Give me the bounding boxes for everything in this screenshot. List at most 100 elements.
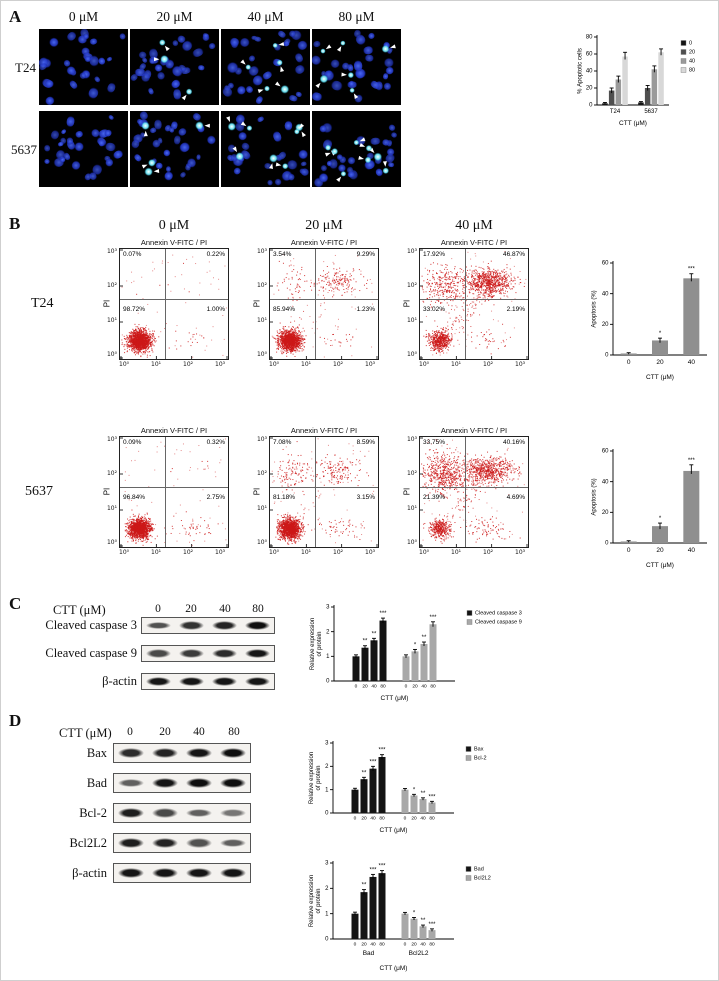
panel-b-row-label-5637: 5637 (25, 484, 53, 499)
blot-bax (113, 743, 251, 763)
flow-y-tick: 10² (406, 470, 417, 478)
flow-x-tick: 10³ (215, 549, 226, 556)
flow-x-tick: 10¹ (451, 361, 462, 368)
flow-plot-area: 0.09% 0.32% 96.84% 2.75% (119, 436, 229, 548)
flow-x-tick: 10³ (215, 361, 226, 368)
flow-plot-5637-40um: Annexin V-FITC / PI PI 33.75% 40.16% 21.… (389, 425, 539, 565)
blot-bcl-2 (113, 803, 251, 823)
quadrant-ll-percent: 98.72% (123, 306, 146, 314)
flow-x-tick: 10³ (365, 549, 376, 556)
flow-y-tick: 10¹ (106, 316, 117, 324)
quadrant-ur-percent: 8.59% (356, 439, 375, 446)
flow-y-tick: 10¹ (256, 504, 267, 512)
panel-a-header-80um: 80 μM (338, 9, 375, 24)
flow-scatter-canvas (420, 249, 528, 359)
panel-d-ctt-label: CTT (μM) (59, 726, 112, 740)
flow-plot-5637-0um: Annexin V-FITC / PI PI 0.09% 0.32% 96.84… (89, 425, 239, 565)
flow-y-ticks: 10⁰ 10¹ 10² 10³ (395, 436, 417, 548)
flow-x-tick: 10⁰ (269, 549, 280, 556)
micrograph-5637-20um (130, 111, 219, 187)
blot-band (244, 648, 271, 659)
flow-y-tick: 10³ (256, 248, 267, 255)
flow-x-ticks: 10⁰ 10¹ 10² 10³ (119, 549, 231, 559)
panel-a-header-20um: 20 μM (156, 9, 193, 24)
blot-cleaved-caspase-3 (141, 617, 275, 634)
flow-x-ticks: 10⁰ 10¹ 10² 10³ (269, 549, 381, 559)
blot-band (211, 649, 238, 658)
quadrant-ur-percent: 40.16% (502, 439, 525, 446)
panel-c-dose-0: 0 (155, 603, 161, 615)
blot-band (151, 867, 179, 879)
flow-plot-area: 0.07% 0.22% 98.72% 1.00% (119, 248, 229, 360)
flow-y-tick: 10¹ (406, 316, 417, 324)
micrograph-t24-0um (39, 29, 128, 105)
blot-band (244, 620, 271, 631)
micrograph-5637-80um (312, 111, 401, 187)
micrograph-5637-40um (221, 111, 310, 187)
flow-scatter-canvas (120, 437, 228, 547)
flow-scatter-canvas (270, 437, 378, 547)
flow-plot-title: Annexin V-FITC / PI (290, 426, 358, 435)
blot-cleaved-caspase-9 (141, 645, 275, 662)
blot-band (185, 747, 213, 759)
quadrant-ll-percent: 21.39% (423, 494, 446, 502)
flow-y-tick: 10³ (106, 248, 117, 255)
quadrant-ul-percent: 17.92% (423, 251, 446, 258)
blot-beta-actin-d (113, 863, 251, 883)
blot-band (219, 808, 247, 818)
quadrant-lr-percent: 3.15% (356, 494, 375, 502)
flow-scatter-canvas (270, 249, 378, 359)
flow-y-tick: 10¹ (256, 316, 267, 324)
quadrant-ll-percent: 81.18% (273, 494, 296, 502)
flow-x-tick: 10¹ (301, 361, 312, 368)
panel-b-header-40um: 40 μM (455, 218, 493, 233)
flow-plot-5637-20um: Annexin V-FITC / PI PI 7.08% 8.59% 81.18… (239, 425, 389, 565)
gate-vertical-line (315, 249, 317, 359)
flow-y-tick: 10³ (406, 248, 417, 255)
quadrant-lr-percent: 1.00% (206, 306, 225, 314)
blot-label-bad: Bad (86, 776, 107, 790)
micrograph-t24-20um (130, 29, 219, 105)
panel-c-ctt-label: CTT (μM) (53, 603, 106, 617)
blot-band (151, 777, 179, 789)
quadrant-ul-percent: 33.75% (423, 439, 446, 446)
quadrant-ll-percent: 33.02% (423, 306, 446, 314)
panel-a-row-label-5637: 5637 (11, 142, 37, 157)
flow-x-tick: 10² (333, 549, 344, 556)
gate-vertical-line (465, 249, 467, 359)
flow-x-tick: 10³ (365, 361, 376, 368)
flow-plot-title: Annexin V-FITC / PI (440, 426, 508, 435)
flow-y-tick: 10² (256, 470, 267, 478)
panel-d-dose-20: 20 (159, 726, 171, 738)
flow-x-ticks: 10⁰ 10¹ 10² 10³ (419, 361, 531, 371)
quadrant-lr-percent: 2.75% (206, 494, 225, 502)
quadrant-ll-percent: 85.94% (273, 306, 296, 314)
quadrant-ul-percent: 7.08% (273, 439, 292, 446)
panel-b-row-label-t24: T24 (31, 296, 54, 311)
blot-band (211, 676, 238, 687)
flow-x-tick: 10⁰ (119, 549, 130, 556)
quadrant-lr-percent: 1.23% (356, 306, 375, 314)
flow-x-tick: 10⁰ (419, 549, 430, 556)
bad-bcl2l2-bar-chart (297, 855, 532, 973)
quadrant-ur-percent: 9.29% (356, 251, 375, 258)
blot-band (117, 807, 145, 819)
flow-x-tick: 10³ (515, 361, 526, 368)
blot-band (219, 838, 247, 848)
quadrant-ur-percent: 0.22% (206, 251, 225, 258)
blot-band (145, 676, 172, 687)
caspase-expression-bar-chart (298, 599, 533, 703)
blot-band (117, 867, 145, 879)
blot-band (211, 621, 238, 630)
flow-y-ticks: 10⁰ 10¹ 10² 10³ (395, 248, 417, 360)
flow-y-tick: 10⁰ (406, 539, 417, 546)
blot-bad (113, 773, 251, 793)
flow-y-tick: 10⁰ (256, 351, 267, 358)
flow-y-tick: 10⁰ (406, 351, 417, 358)
flow-y-tick: 10² (106, 282, 117, 290)
gate-horizontal-line (270, 298, 378, 300)
flow-plot-title: Annexin V-FITC / PI (140, 426, 208, 435)
flow-y-tick: 10³ (256, 436, 267, 443)
flow-y-tick: 10¹ (106, 504, 117, 512)
flow-plot-title: Annexin V-FITC / PI (440, 238, 508, 247)
